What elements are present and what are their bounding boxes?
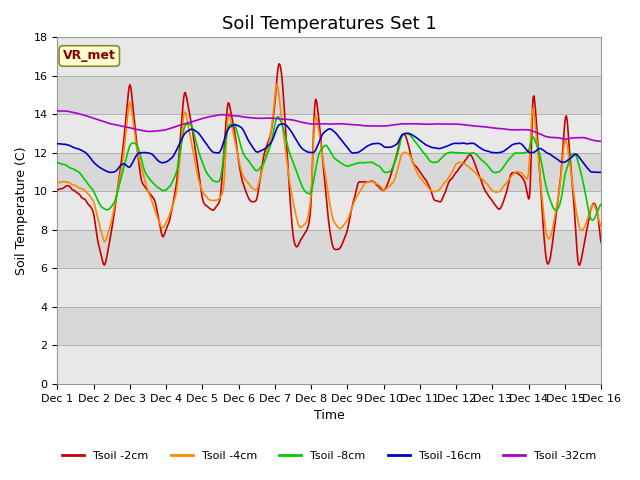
Bar: [58, 230, 601, 268]
Bar: [58, 307, 601, 346]
Bar: [58, 76, 601, 114]
Bar: [58, 37, 601, 76]
Bar: [58, 153, 601, 192]
Bar: [58, 346, 601, 384]
X-axis label: Time: Time: [314, 409, 345, 422]
Legend: Tsoil -2cm, Tsoil -4cm, Tsoil -8cm, Tsoil -16cm, Tsoil -32cm: Tsoil -2cm, Tsoil -4cm, Tsoil -8cm, Tsoi…: [58, 446, 601, 465]
Title: Soil Temperatures Set 1: Soil Temperatures Set 1: [222, 15, 436, 33]
Bar: [58, 192, 601, 230]
Bar: [58, 114, 601, 153]
Bar: [58, 268, 601, 307]
Text: VR_met: VR_met: [63, 49, 116, 62]
Y-axis label: Soil Temperature (C): Soil Temperature (C): [15, 146, 28, 275]
